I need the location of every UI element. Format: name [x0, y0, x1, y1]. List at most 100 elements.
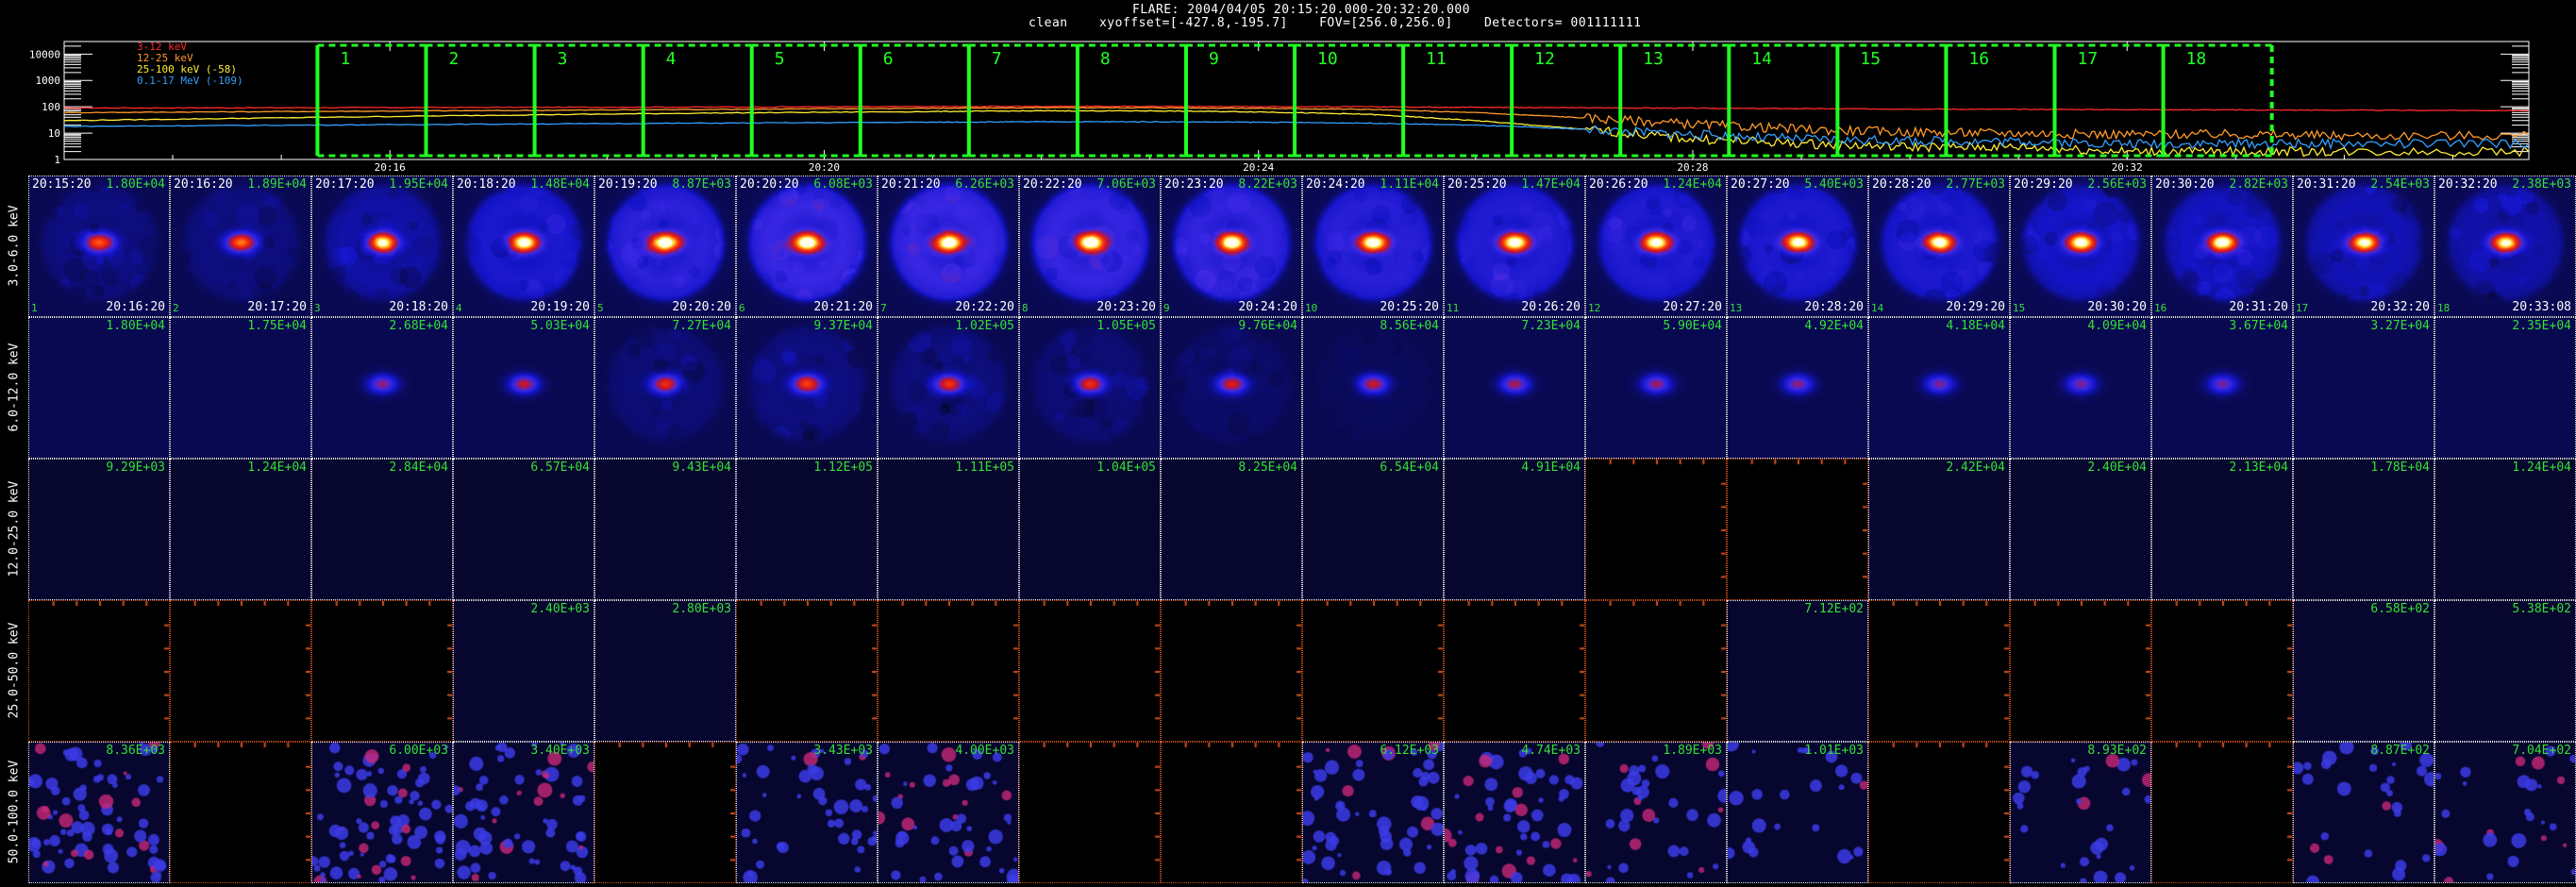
- image-panel: 3.43E+03: [736, 742, 878, 883]
- panel-peak-value: 1.24E+04: [1663, 177, 1722, 192]
- x-tick-label: 20:28: [1677, 161, 1708, 174]
- image-panel: [878, 600, 1019, 742]
- image-map: [2152, 743, 2292, 882]
- panel-start-time: 20:30:20: [2155, 177, 2215, 192]
- image-panel: [1161, 742, 1302, 883]
- image-panel: [1868, 742, 2010, 883]
- panel-peak-value: 1.24E+04: [247, 460, 307, 475]
- image-map: [1445, 318, 1584, 458]
- panel-peak-value: 1.95E+04: [389, 177, 448, 192]
- panel-peak-value: 1.80E+04: [106, 177, 165, 192]
- panel-peak-value: 3.27E+04: [2370, 319, 2430, 333]
- panel-peak-value: 1.78E+04: [2370, 460, 2430, 475]
- interval-number: 9: [1209, 49, 1219, 69]
- x-tick-label: 20:24: [1243, 161, 1274, 174]
- panel-end-time: 20:28:20: [1804, 300, 1864, 314]
- panel-start-time: 20:19:20: [598, 177, 658, 192]
- image-panel: 1.02E+05: [878, 317, 1019, 459]
- image-map: [29, 318, 169, 458]
- panel-peak-value: 5.40E+03: [1804, 177, 1864, 192]
- panel-peak-value: 2.84E+04: [389, 460, 448, 475]
- image-map: [737, 601, 877, 741]
- image-panel: 1.11E+05: [878, 459, 1019, 600]
- y-tick-label: 10: [48, 127, 60, 140]
- image-map: [2152, 460, 2292, 599]
- panel-end-time: 20:30:20: [2087, 300, 2147, 314]
- interval-number: 1: [340, 49, 350, 69]
- panel-peak-value: 7.12E+02: [1804, 602, 1864, 616]
- panel-peak-value: 2.56E+03: [2087, 177, 2147, 192]
- panel-peak-value: 2.40E+03: [530, 602, 590, 616]
- panel-peak-value: 3.40E+03: [530, 744, 590, 758]
- image-map: [454, 460, 594, 599]
- panel-start-time: 20:31:20: [2297, 177, 2356, 192]
- panel-start-time: 20:22:20: [1023, 177, 1082, 192]
- image-map: [1162, 318, 1301, 458]
- image-panel: 1.05E+05: [1019, 317, 1161, 459]
- image-map: [1728, 743, 1867, 882]
- panel-peak-value: 2.54E+03: [2370, 177, 2430, 192]
- imaging-parameters: clean xyoffset=[-427.8,-195.7] FOV=[256.…: [1029, 16, 1642, 30]
- panel-peak-value: 4.92E+04: [1804, 319, 1864, 333]
- panel-end-time: 20:20:20: [672, 300, 731, 314]
- image-panel: 5.03E+04: [453, 317, 594, 459]
- panel-peak-value: 3.67E+04: [2229, 319, 2288, 333]
- legend-entry: 25-100 keV (-58): [137, 63, 237, 75]
- image-map: [2011, 460, 2150, 599]
- panel-start-time: 20:29:20: [2014, 177, 2073, 192]
- panel-index: 4: [456, 302, 462, 314]
- panel-peak-value: 5.90E+04: [1663, 319, 1722, 333]
- panel-peak-value: 2.38E+03: [2512, 177, 2571, 192]
- image-map: [171, 743, 310, 882]
- image-map: [2011, 176, 2150, 316]
- image-map: [1586, 743, 1726, 882]
- panel-peak-value: 4.91E+04: [1521, 460, 1581, 475]
- panel-start-time: 20:24:20: [1306, 177, 1365, 192]
- image-map: [1586, 601, 1726, 741]
- image-map: [595, 601, 735, 741]
- panel-peak-value: 1.04E+05: [1096, 460, 1156, 475]
- image-map: [2435, 318, 2575, 458]
- image-map: [878, 460, 1018, 599]
- image-panel: 3.27E+04: [2293, 317, 2434, 459]
- image-panel: 2.35E+04: [2434, 317, 2576, 459]
- image-panel: 3.40E+03: [453, 742, 594, 883]
- image-map: [2435, 601, 2575, 741]
- image-panel: 5.90E+04: [1585, 317, 1727, 459]
- image-map: [1728, 601, 1867, 741]
- image-panel: [311, 600, 453, 742]
- image-panel: 20:24:20 20:25:20 10 1.11E+04: [1302, 176, 1444, 317]
- image-panel: 20:15:20 20:16:20 1 1.80E+04: [28, 176, 170, 317]
- image-panel: 8.25E+04: [1161, 459, 1302, 600]
- image-map: [1869, 460, 2009, 599]
- image-panel: [736, 600, 878, 742]
- panel-peak-value: 1.01E+03: [1804, 744, 1864, 758]
- row-energy-label: 3.0-6.0 keV: [7, 205, 22, 287]
- image-panel: 4.18E+04: [1868, 317, 2010, 459]
- image-map: [1020, 601, 1160, 741]
- image-map: [171, 318, 310, 458]
- image-panel: 7.12E+02: [1727, 600, 1868, 742]
- image-panel: 5.38E+02: [2434, 600, 2576, 742]
- panel-peak-value: 9.29E+03: [106, 460, 165, 475]
- panel-start-time: 20:23:20: [1164, 177, 1224, 192]
- image-map: [1869, 601, 2009, 741]
- panel-start-time: 20:26:20: [1589, 177, 1648, 192]
- panel-peak-value: 5.38E+02: [2512, 602, 2571, 616]
- image-map: [2152, 318, 2292, 458]
- image-map: [1869, 176, 2009, 316]
- image-panel: 4.09E+04: [2010, 317, 2151, 459]
- image-panel: 20:16:20 20:17:20 2 1.89E+04: [170, 176, 311, 317]
- image-map: [1162, 176, 1301, 316]
- panel-start-time: 20:25:20: [1447, 177, 1507, 192]
- image-map: [312, 460, 452, 599]
- image-map: [1020, 318, 1160, 458]
- row-energy-label: 6.0-12.0 keV: [7, 343, 22, 432]
- panel-peak-value: 1.89E+03: [1663, 744, 1722, 758]
- plot-frame: [63, 41, 2530, 160]
- image-map: [1303, 743, 1443, 882]
- image-panel: 6.54E+04: [1302, 459, 1444, 600]
- panel-peak-value: 8.56E+04: [1380, 319, 1439, 333]
- panel-peak-value: 6.12E+03: [1380, 744, 1439, 758]
- panel-peak-value: 6.26E+03: [955, 177, 1014, 192]
